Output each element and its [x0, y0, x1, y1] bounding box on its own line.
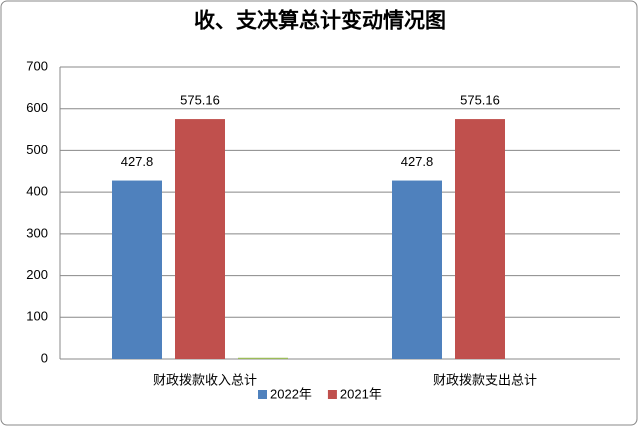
x-tick-label: 财政拨款收入总计 — [153, 372, 257, 387]
legend-swatch — [258, 390, 267, 399]
bar — [175, 119, 225, 359]
y-tick-label: 0 — [41, 350, 48, 365]
legend-swatch — [327, 390, 337, 399]
y-tick-label: 700 — [26, 58, 48, 73]
y-tick-label: 200 — [26, 267, 48, 282]
chart-title: 收、支决算总计变动情况图 — [194, 9, 446, 33]
data-label: 575.16 — [460, 93, 500, 108]
legend-label: 2021年 — [340, 386, 382, 401]
y-tick-label: 500 — [26, 142, 48, 157]
x-tick-label: 财政拨款支出总计 — [433, 372, 537, 387]
y-tick-label: 100 — [26, 309, 48, 324]
legend-label: 2022年 — [270, 386, 312, 401]
data-label: 427.8 — [121, 154, 154, 169]
data-label: 575.16 — [180, 93, 220, 108]
y-tick-label: 600 — [26, 100, 48, 115]
y-tick-label: 400 — [26, 184, 48, 199]
bar — [112, 180, 162, 359]
bar — [392, 180, 442, 359]
y-tick-label: 300 — [26, 225, 48, 240]
bar — [238, 357, 288, 359]
bar — [455, 119, 505, 359]
data-label: 427.8 — [401, 154, 434, 169]
